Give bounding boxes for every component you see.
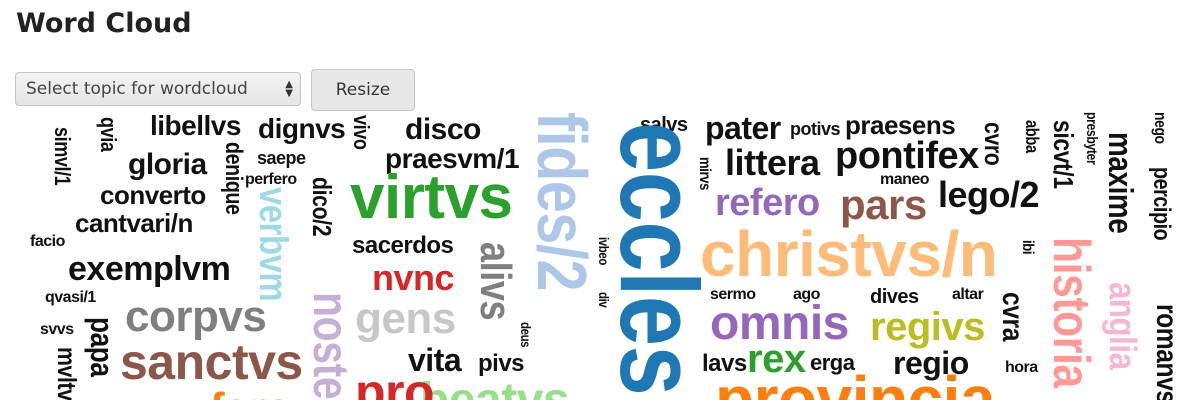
- cloud-word: gens: [355, 294, 456, 343]
- cloud-word: sicvt/1: [1048, 120, 1079, 189]
- cloud-word: deus: [518, 322, 534, 348]
- cloud-word: christvs/n: [700, 218, 998, 290]
- cloud-word: pivs: [478, 350, 525, 377]
- cloud-word: ivbeo: [596, 237, 612, 265]
- cloud-word: papa: [84, 317, 120, 377]
- cloud-word: qvasi/1: [45, 289, 96, 306]
- cloud-word: alivs: [471, 242, 520, 321]
- cloud-word: potivs: [790, 119, 841, 139]
- cloud-word: presbyter: [1083, 112, 1100, 165]
- cloud-word: saepe: [257, 148, 306, 168]
- cloud-word: romanvs: [1150, 304, 1183, 400]
- cloud-word: praesvm/1: [385, 143, 520, 174]
- cloud-word: altar: [952, 286, 984, 303]
- cloud-word: simvl/1: [50, 127, 75, 186]
- topic-select[interactable]: Select topic for wordcloud ▲ ▼: [15, 72, 301, 106]
- cloud-word: corpvs: [125, 292, 267, 341]
- cloud-word: historia: [1042, 237, 1100, 388]
- cloud-word: exemplvm: [68, 250, 231, 288]
- cloud-word: dico/2: [307, 177, 337, 237]
- cloud-word: cvra: [996, 292, 1029, 341]
- cloud-word: gloria: [128, 148, 207, 181]
- cloud-word: pars: [840, 181, 927, 228]
- cloud-word: mvltvs: [52, 347, 82, 400]
- select-arrows-icon: ▲ ▼: [285, 79, 293, 99]
- cloud-word: virtvs: [350, 163, 513, 232]
- topic-select-value: Select topic for wordcloud: [26, 79, 248, 99]
- cloud-word: erga: [810, 350, 855, 375]
- cloud-word: beatvs: [420, 377, 570, 400]
- cloud-word: fero: [210, 387, 292, 400]
- cloud-word: vita: [408, 342, 462, 378]
- cloud-word: div: [596, 292, 612, 308]
- cloud-word: abba: [1022, 120, 1042, 153]
- cloud-word: verbvm: [251, 187, 295, 302]
- cloud-word: hora: [1005, 359, 1038, 376]
- cloud-word: maneo: [880, 171, 930, 188]
- cloud-word: svvs: [40, 321, 74, 338]
- cloud-word: regivs: [870, 305, 985, 349]
- cloud-word: rex: [747, 337, 806, 381]
- cloud-word: omnis: [710, 297, 849, 350]
- cloud-word: sermo: [710, 286, 756, 303]
- cloud-word: qvia: [96, 117, 121, 152]
- page-title: Word Cloud: [16, 8, 192, 39]
- cloud-word: provincia: [715, 363, 996, 400]
- cloud-word: pro: [355, 364, 435, 400]
- cloud-word: praesens: [845, 112, 956, 140]
- cloud-word: noster: [303, 292, 359, 400]
- cloud-word: ago: [793, 286, 820, 303]
- cloud-word: disco: [405, 113, 481, 146]
- cloud-word: vivo: [349, 115, 374, 150]
- cloud-word: anglia: [1101, 282, 1143, 370]
- cloud-word: ibi: [1019, 240, 1036, 255]
- cloud-word: lavs: [702, 350, 747, 377]
- cloud-word: percipio: [1148, 167, 1175, 241]
- cloud-word: mirvs: [696, 157, 713, 190]
- cloud-word: pater: [705, 112, 781, 146]
- cloud-word: cvro: [979, 122, 1009, 166]
- word-cloud: simvl/1 qvia libellvs dignvs vivo disco fides/…: [0, 112, 1200, 400]
- cloud-word: nego: [1151, 112, 1170, 144]
- cloud-word: regio: [893, 345, 969, 381]
- cloud-word: perfero: [245, 171, 297, 188]
- cloud-word: fides/2: [523, 112, 601, 291]
- cloud-word: facio: [30, 233, 65, 250]
- cloud-word: lego/2: [938, 174, 1040, 215]
- cloud-word: littera: [725, 142, 820, 183]
- cloud-word: salvs: [640, 114, 688, 136]
- cloud-word: cantvari/n: [75, 208, 193, 238]
- cloud-word: refero: [715, 182, 820, 224]
- cloud-word: sanctvs: [120, 334, 303, 390]
- cloud-word: libellvs: [150, 112, 241, 141]
- cloud-word: converto: [100, 180, 206, 210]
- cloud-word: pontifex: [835, 135, 979, 177]
- resize-button[interactable]: Resize: [311, 69, 415, 111]
- cloud-word: dignvs: [258, 113, 346, 144]
- cloud-word: denique: [220, 142, 247, 215]
- cloud-word: sacerdos: [352, 232, 454, 259]
- cloud-word: maxime: [1101, 132, 1139, 234]
- cloud-word: nvnc: [372, 257, 455, 298]
- cloud-word: dives: [870, 286, 919, 308]
